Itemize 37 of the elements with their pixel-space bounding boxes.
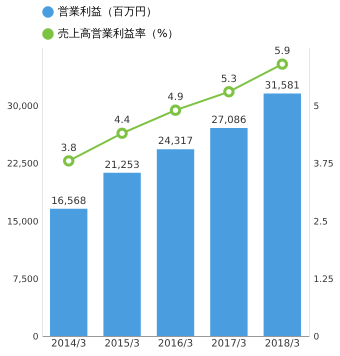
bar: [264, 93, 301, 336]
y-tick-label: 30,000: [7, 102, 39, 112]
y2-tick-label: 2.5: [314, 217, 328, 228]
data-label: 5.3: [220, 74, 237, 85]
legend-label: 営業利益（百万円）: [58, 5, 157, 18]
y-tick-label: 7,500: [12, 274, 39, 285]
point: [63, 155, 74, 167]
data-label: 31,581: [264, 80, 300, 92]
point: [170, 104, 182, 116]
bar: [103, 172, 141, 336]
data-label: 16,568: [51, 196, 86, 207]
bar: [50, 208, 88, 336]
y-tick-label: 0: [32, 332, 39, 342]
data-label: 4.4: [114, 115, 130, 126]
data-label: 4.9: [168, 92, 184, 104]
x-tick-label: 2017/3: [211, 338, 246, 350]
y-tick-label: 15,000: [7, 217, 39, 228]
point: [223, 86, 235, 98]
legend-label: 売上高営業利益率（%）: [58, 27, 178, 40]
x-tick-label: 2014/3: [51, 338, 86, 350]
data-label: 21,253: [104, 160, 140, 171]
data-label: 24,317: [158, 136, 193, 148]
y2-tick-label: 5: [314, 102, 320, 112]
x-tick-label: 2016/3: [158, 338, 194, 350]
y2-tick-label: 3.75: [314, 160, 334, 170]
y-tick-label: 22,500: [7, 160, 39, 170]
point: [276, 58, 288, 70]
point: [116, 128, 128, 139]
x-tick-label: 2018/3: [264, 338, 300, 350]
bar: [156, 149, 194, 336]
data-label: 27,086: [211, 114, 246, 126]
y2-tick-label: 1.25: [314, 274, 334, 285]
y2-tick-label: 0: [314, 332, 320, 342]
data-label: 3.8: [60, 142, 77, 154]
x-tick-label: 2015/3: [104, 338, 140, 350]
data-label: 5.9: [274, 46, 290, 58]
bar: [210, 128, 248, 336]
